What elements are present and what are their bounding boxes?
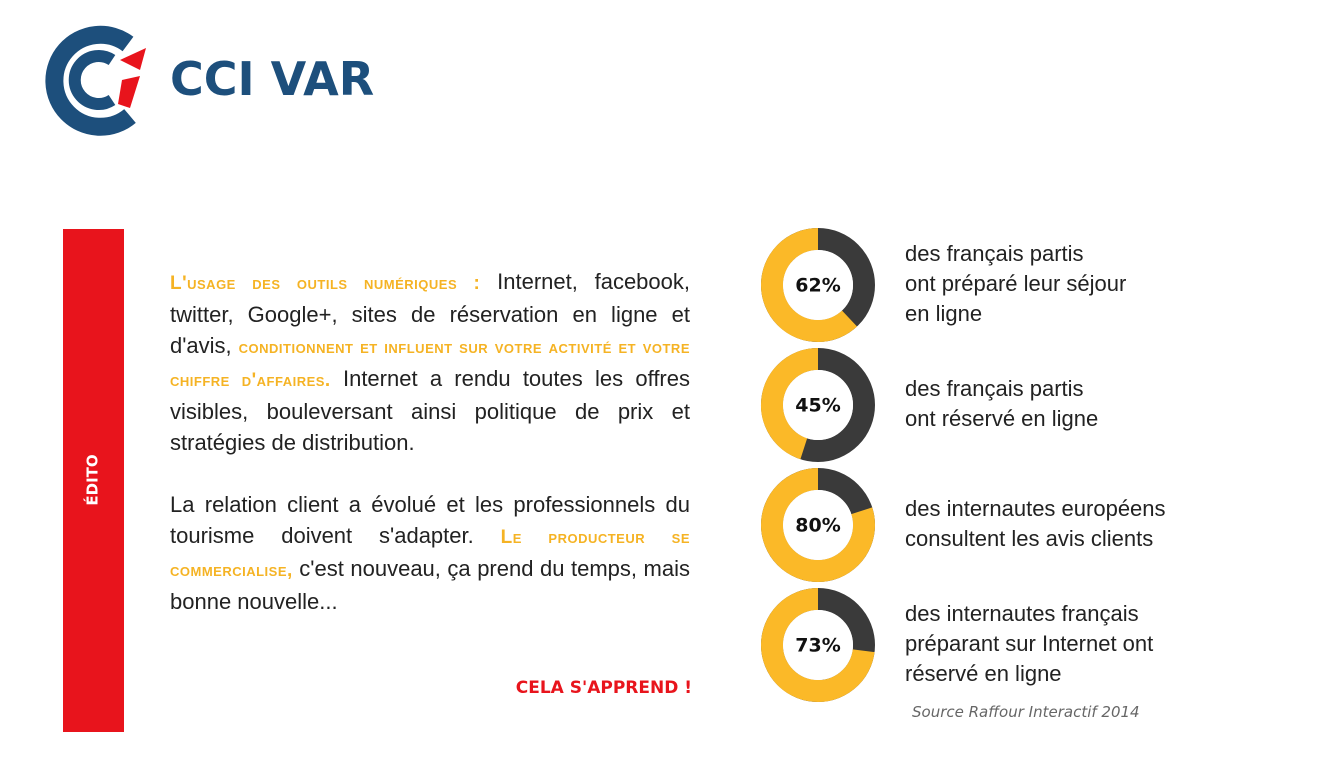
body-text: Internet a rendu toutes les offres visib… xyxy=(170,366,690,455)
donut-hole xyxy=(783,490,853,560)
source: Source Raffour Interactif 2014 xyxy=(912,703,1140,721)
stat-text: ont préparé leur séjour xyxy=(905,271,1126,296)
donut-hole xyxy=(783,610,853,680)
donut-arc xyxy=(761,468,875,582)
donut-hole xyxy=(783,370,853,440)
donut-hole xyxy=(783,250,853,320)
logo-mark xyxy=(45,25,146,136)
highlight-text: Le producteur se commercialise, xyxy=(170,527,690,581)
edito-text: L'usage des outils numériques : Internet… xyxy=(170,266,690,648)
body-text: c'est nouveau, ça prend du temps, mais b… xyxy=(170,556,690,614)
signoff: CELA S'APPREND ! xyxy=(515,678,692,698)
sidebar xyxy=(63,229,124,732)
donut-arc xyxy=(761,588,875,702)
sidebar-label: ÉDITO xyxy=(83,454,102,505)
stat-text: préparant sur Internet ont xyxy=(905,631,1153,656)
stat-text: des internautes européens xyxy=(905,496,1166,521)
highlight-text: L'usage des outils numériques : xyxy=(170,273,481,294)
paragraph: L'usage des outils numériques : Internet… xyxy=(170,266,690,458)
donut-label: 73% xyxy=(795,635,840,657)
donut-label: 45% xyxy=(795,395,840,417)
stat-text: ont réservé en ligne xyxy=(905,406,1098,431)
donut-arc xyxy=(761,228,858,342)
stat-text: des français partis xyxy=(905,241,1084,266)
stat-text: réservé en ligne xyxy=(905,661,1062,686)
logo-text: CCI VAR xyxy=(170,52,374,106)
body-text: La relation client a évolué et les profe… xyxy=(170,492,690,548)
body-text: Internet, facebook, twitter, Google+, si… xyxy=(170,269,690,358)
paragraph: La relation client a évolué et les profe… xyxy=(170,489,690,617)
donut-arc xyxy=(761,348,819,460)
donut-label: 80% xyxy=(795,515,840,537)
stat-text: en ligne xyxy=(905,301,982,326)
donut-label: 62% xyxy=(795,275,840,297)
stat-text: des internautes français xyxy=(905,601,1139,626)
highlight-text: conditionnent et influent sur votre acti… xyxy=(170,337,690,391)
stat-text: consultent les avis clients xyxy=(905,526,1153,551)
stat-text: des français partis xyxy=(905,376,1084,401)
